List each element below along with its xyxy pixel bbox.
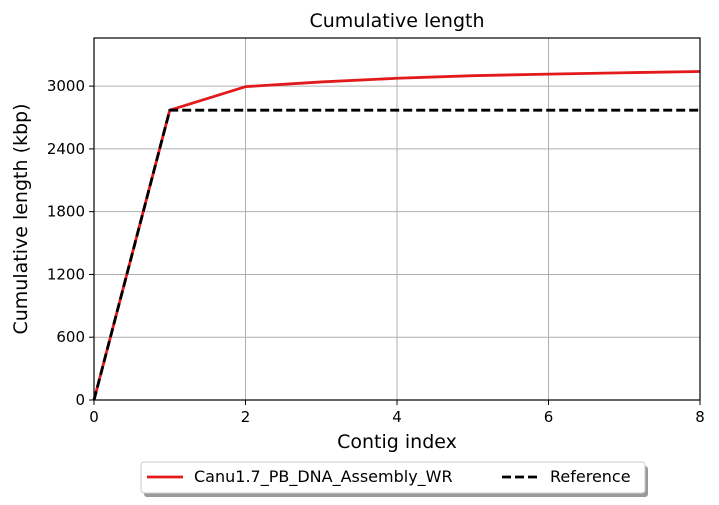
y-tick-label: 3000 [47, 77, 85, 95]
y-tick-label: 2400 [47, 140, 85, 158]
x-tick-label: 4 [392, 408, 402, 426]
y-tick-label: 0 [75, 391, 85, 409]
x-axis-title: Contig index [337, 431, 457, 453]
x-tick-label: 6 [544, 408, 554, 426]
series-line-canu [92, 70, 701, 401]
y-tick-label: 1200 [47, 265, 85, 283]
y-axis-title: Cumulative length (kbp) [10, 103, 32, 334]
chart-title: Cumulative length [309, 10, 484, 32]
legend: Canu1.7_PB_DNA_Assembly_WR Reference [140, 461, 648, 497]
series-layer [92, 70, 701, 401]
series-line-reference [92, 108, 700, 401]
axis-ticks: 0 2 4 6 8 0 600 1200 1800 2400 3000 [47, 77, 705, 426]
legend-box [140, 461, 646, 494]
x-tick-label: 2 [241, 408, 251, 426]
legend-label-reference: Reference [550, 467, 631, 486]
legend-label-canu: Canu1.7_PB_DNA_Assembly_WR [194, 467, 453, 487]
y-tick-label: 1800 [47, 203, 85, 221]
x-tick-label: 8 [695, 408, 705, 426]
y-tick-label: 600 [56, 328, 85, 346]
x-tick-label: 0 [89, 408, 99, 426]
